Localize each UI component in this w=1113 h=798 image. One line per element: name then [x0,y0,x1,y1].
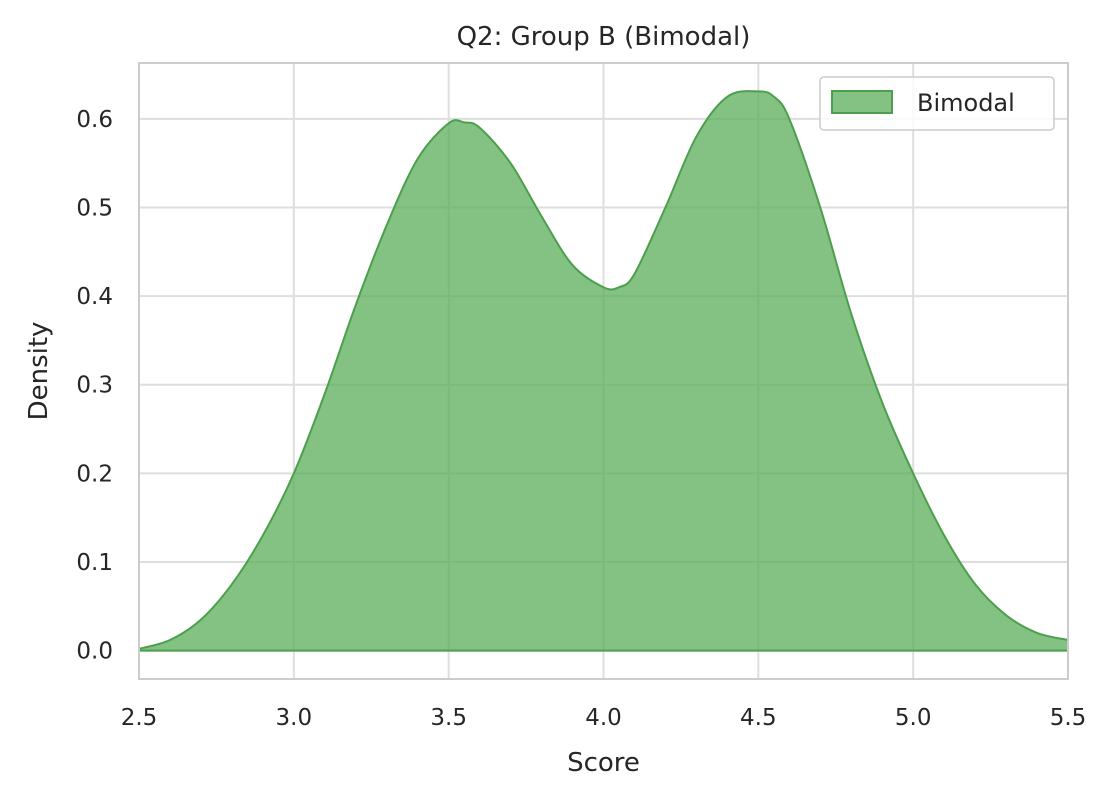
x-tick-label: 5.5 [1050,705,1087,731]
x-tick-label: 4.5 [740,705,777,731]
chart-title: Q2: Group B (Bimodal) [457,22,751,52]
y-axis-label: Density [24,322,54,421]
y-tick-label: 0.6 [76,107,113,133]
x-axis-label: Score [567,748,640,778]
legend-swatch [831,90,893,114]
y-tick-label: 0.0 [76,639,113,665]
plot-frame [138,62,1069,680]
density-curve [138,90,1069,650]
y-tick-label: 0.4 [76,284,113,310]
x-tick-label: 5.0 [895,705,932,731]
y-tick-label: 0.1 [76,550,113,576]
x-axis-ticks: 2.5 3.0 3.5 4.0 4.5 5.0 5.5 [121,705,1087,731]
x-tick-label: 3.0 [276,705,313,731]
x-tick-label: 2.5 [121,705,158,731]
y-tick-label: 0.5 [76,195,113,221]
density-area [139,91,1068,651]
x-tick-label: 4.0 [585,705,622,731]
legend-label: Bimodal [917,89,1015,117]
y-tick-label: 0.2 [76,461,113,487]
series-layer [138,90,1069,652]
y-axis-ticks: 0.0 0.1 0.2 0.3 0.4 0.5 0.6 [76,107,113,665]
legend: Bimodal [819,76,1055,131]
y-tick-label: 0.3 [76,373,113,399]
x-tick-label: 3.5 [430,705,467,731]
